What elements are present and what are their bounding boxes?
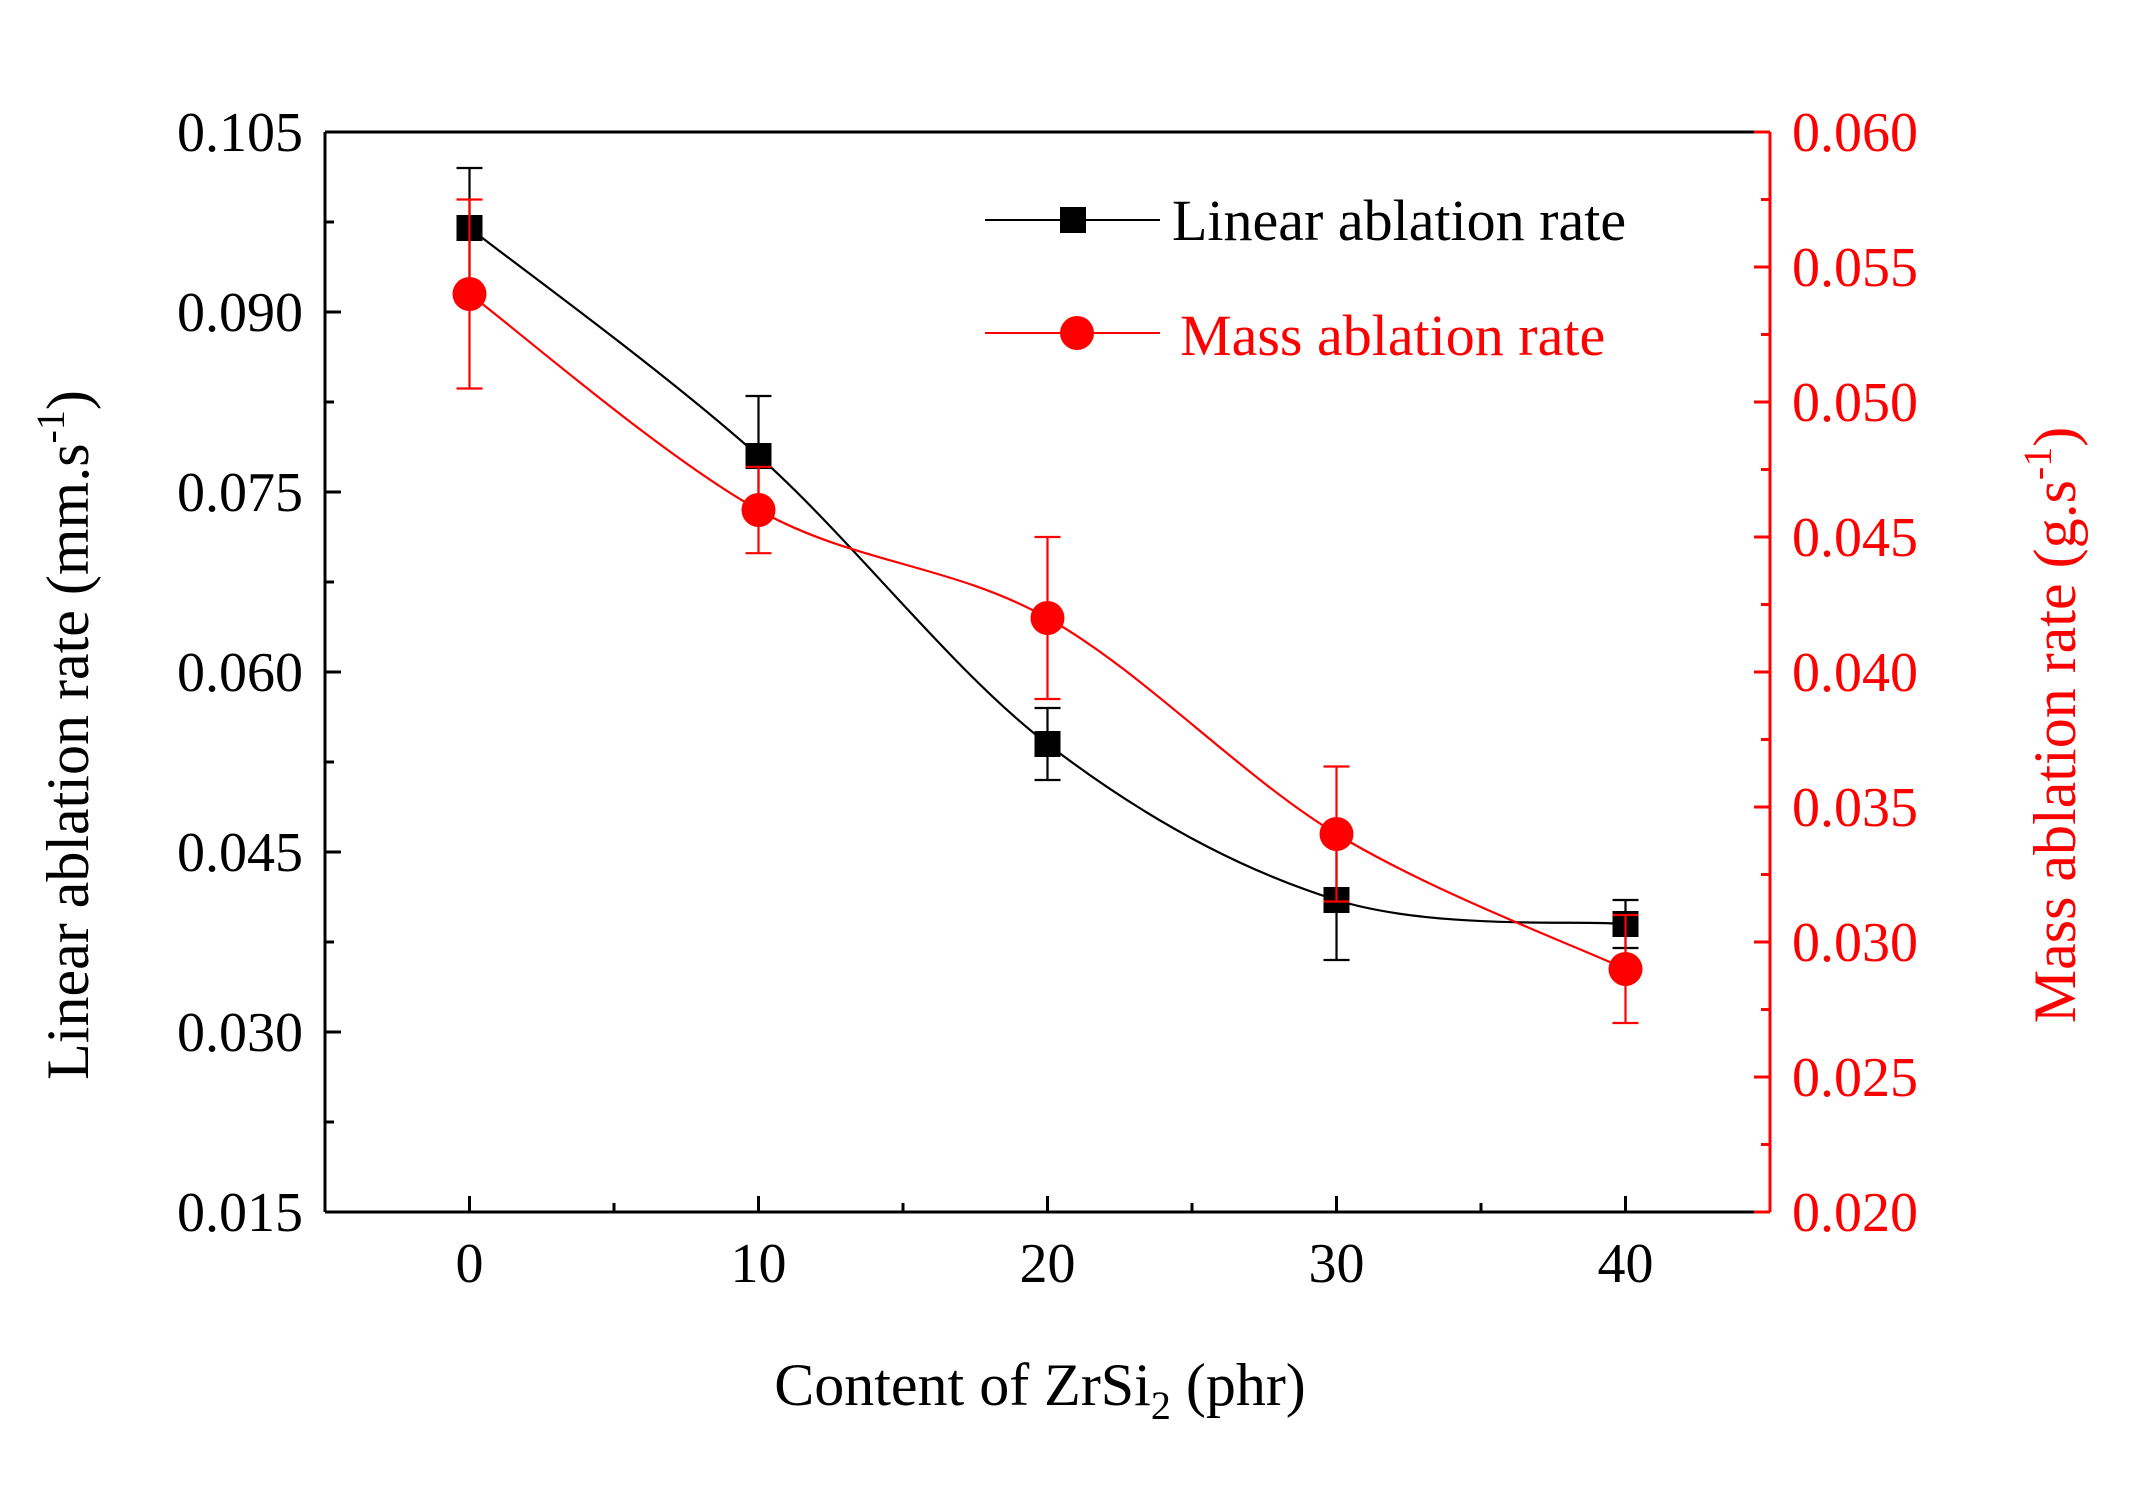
axes-layer: 0 10 20 30 40 0.015 0.030 0.045 0.060 0.075 0.090 0… [177,102,1918,1295]
plot-layer [452,166,1643,1025]
y-axis-right-title: Mass ablation rate (g.s-1) [2015,427,2088,1024]
x-tick-label: 40 [1598,1233,1654,1295]
x-tick-label: 20 [1020,1233,1076,1295]
y-right-tick-label: 0.045 [1792,507,1918,569]
series-line-linear [468,227,1626,926]
legend-marker-linear [1060,207,1086,233]
y-left-tick-label: 0.075 [177,462,303,524]
y-right-tick-label: 0.025 [1792,1047,1918,1109]
y-axis-left-title: Linear ablation rate (mm.s-1) [28,390,101,1080]
x-tick-label: 30 [1309,1233,1365,1295]
y-left-tick-label: 0.105 [177,102,303,164]
y-left-tick-label: 0.015 [177,1182,303,1244]
y-right-tick-label: 0.040 [1792,642,1918,704]
y-left-tick-label: 0.060 [177,642,303,704]
y-right-tick-label: 0.060 [1792,102,1918,164]
x-axis-title: Content of ZrSi2 (phr) [774,1352,1306,1428]
y-right-tick-label: 0.055 [1792,237,1918,299]
data-point-mass [452,277,487,311]
legend-marker-mass [1060,316,1094,350]
y-right-tick-label: 0.050 [1792,372,1918,434]
data-point-mass [1319,817,1354,851]
legend: Linear ablation rate Mass ablation rate [985,188,1626,368]
y-right-tick-label: 0.030 [1792,912,1918,974]
data-point-linear [1034,731,1061,757]
y-right-tick-label: 0.035 [1792,777,1918,839]
data-point-linear [745,443,772,469]
y-right-tick-label: 0.020 [1792,1182,1918,1244]
y-left-tick-label: 0.090 [177,282,303,344]
x-tick-label: 10 [731,1233,787,1295]
data-point-mass [741,493,776,527]
legend-label-mass: Mass ablation rate [1180,303,1605,368]
data-point-mass [1608,952,1643,986]
y-left-tick-label: 0.030 [177,1002,303,1064]
legend-label-linear: Linear ablation rate [1172,188,1626,253]
data-point-mass [1030,601,1065,635]
x-tick-label: 0 [456,1233,484,1295]
y-left-tick-label: 0.045 [177,822,303,884]
